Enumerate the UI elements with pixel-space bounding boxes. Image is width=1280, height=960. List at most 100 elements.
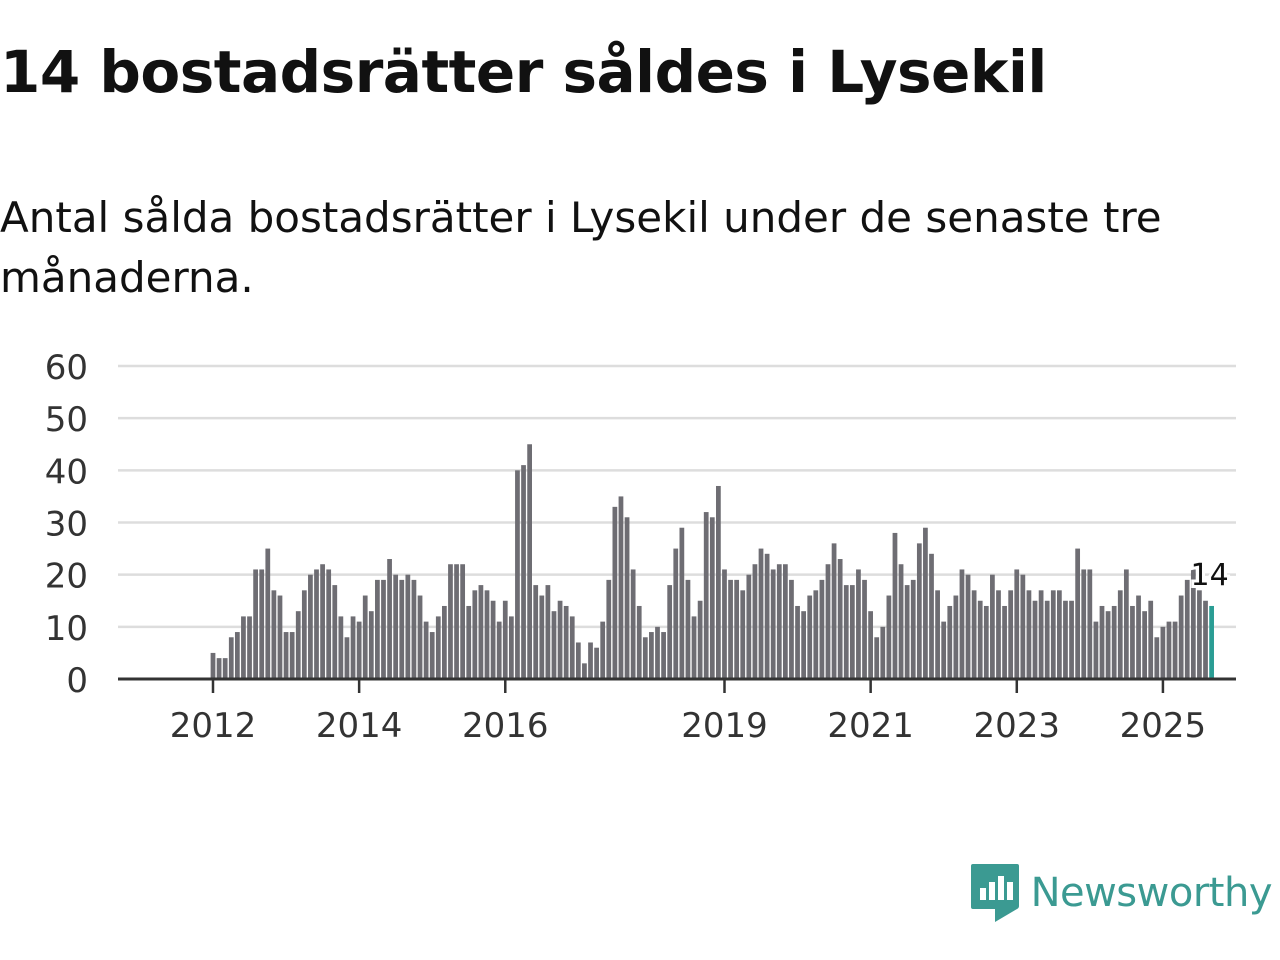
bar (1142, 611, 1147, 679)
bar (356, 621, 362, 679)
bar (368, 611, 374, 679)
y-tick-label: 40 (45, 452, 88, 492)
bar (496, 621, 502, 679)
x-tick-label: 2021 (827, 706, 914, 746)
bar (308, 574, 313, 679)
bar (898, 564, 904, 679)
y-tick-label: 20 (45, 557, 88, 597)
bar (563, 605, 569, 679)
bar (843, 585, 849, 679)
bar (1063, 600, 1068, 679)
page-title: 14 bostadsrätter såldes i Lysekil (0, 38, 1047, 106)
bar (1020, 574, 1026, 679)
bar (1148, 600, 1154, 679)
bar (442, 605, 447, 679)
bar (600, 621, 606, 679)
bar (892, 532, 898, 679)
bar (594, 647, 599, 679)
bar (673, 548, 679, 679)
bar (709, 517, 715, 679)
bar (569, 616, 575, 679)
bar (679, 527, 685, 679)
bar (1099, 605, 1105, 679)
bar (929, 553, 934, 679)
bar (990, 574, 995, 679)
bar (630, 569, 636, 679)
bar (965, 574, 971, 679)
bar (636, 605, 642, 679)
bar (1111, 605, 1117, 679)
bar (1081, 569, 1087, 679)
bar (935, 590, 940, 679)
bar (216, 658, 222, 679)
bar (1166, 621, 1172, 679)
bar (241, 616, 246, 679)
bar (387, 559, 392, 679)
bar (1203, 600, 1208, 679)
bar (941, 621, 947, 679)
x-tick-label: 2019 (681, 706, 768, 746)
bar (977, 600, 983, 679)
bar (642, 637, 648, 679)
x-axis-labels: 2012 2014 2016 2019 2021 2023 2025 (170, 679, 1206, 746)
bar (375, 579, 380, 679)
bar (1008, 590, 1014, 679)
bar (971, 590, 977, 679)
bar (301, 590, 307, 679)
bar (697, 600, 703, 679)
bar (831, 543, 837, 679)
bar (1093, 621, 1099, 679)
bar (545, 585, 551, 679)
bar (734, 579, 740, 679)
bar (338, 616, 344, 679)
bar (1130, 605, 1135, 679)
bar (1105, 611, 1111, 679)
bars (118, 444, 1236, 681)
bar (222, 658, 228, 679)
bar (253, 569, 258, 679)
bar (490, 600, 496, 679)
bar (277, 595, 283, 679)
bar (813, 590, 819, 679)
data-labels: 14 (1188, 555, 1232, 596)
bar (740, 590, 746, 679)
bar (265, 548, 271, 679)
bar (332, 585, 338, 679)
bar (655, 626, 660, 679)
y-tick-label: 60 (45, 348, 88, 388)
bar (1069, 600, 1074, 679)
bar (849, 585, 855, 679)
bar (508, 616, 514, 679)
bar (350, 616, 356, 679)
bar (381, 579, 386, 679)
bar (758, 548, 764, 679)
bar (649, 632, 654, 679)
bar (515, 470, 520, 679)
bar (399, 579, 405, 679)
bar (1026, 590, 1032, 679)
brand-name: Newsworthy (1030, 870, 1273, 916)
bar (606, 579, 612, 679)
bar (466, 605, 472, 679)
bar (904, 585, 910, 679)
bar (289, 632, 295, 679)
bar (393, 574, 399, 679)
highlight-value-label: 14 (1191, 558, 1229, 593)
bar (417, 595, 423, 679)
newsworthy-logo-icon (970, 864, 1019, 922)
bar (557, 600, 563, 679)
bar (1136, 595, 1141, 679)
bar (1172, 621, 1178, 679)
bar (746, 574, 752, 679)
bar (722, 569, 727, 679)
bar (1117, 590, 1123, 679)
x-tick-label: 2012 (170, 706, 257, 746)
bar (910, 579, 916, 679)
bar (1087, 569, 1093, 679)
bar (1197, 590, 1202, 679)
x-tick-label: 2025 (1120, 706, 1207, 746)
y-tick-label: 50 (45, 400, 88, 440)
bar (423, 621, 429, 679)
bar (782, 564, 788, 679)
